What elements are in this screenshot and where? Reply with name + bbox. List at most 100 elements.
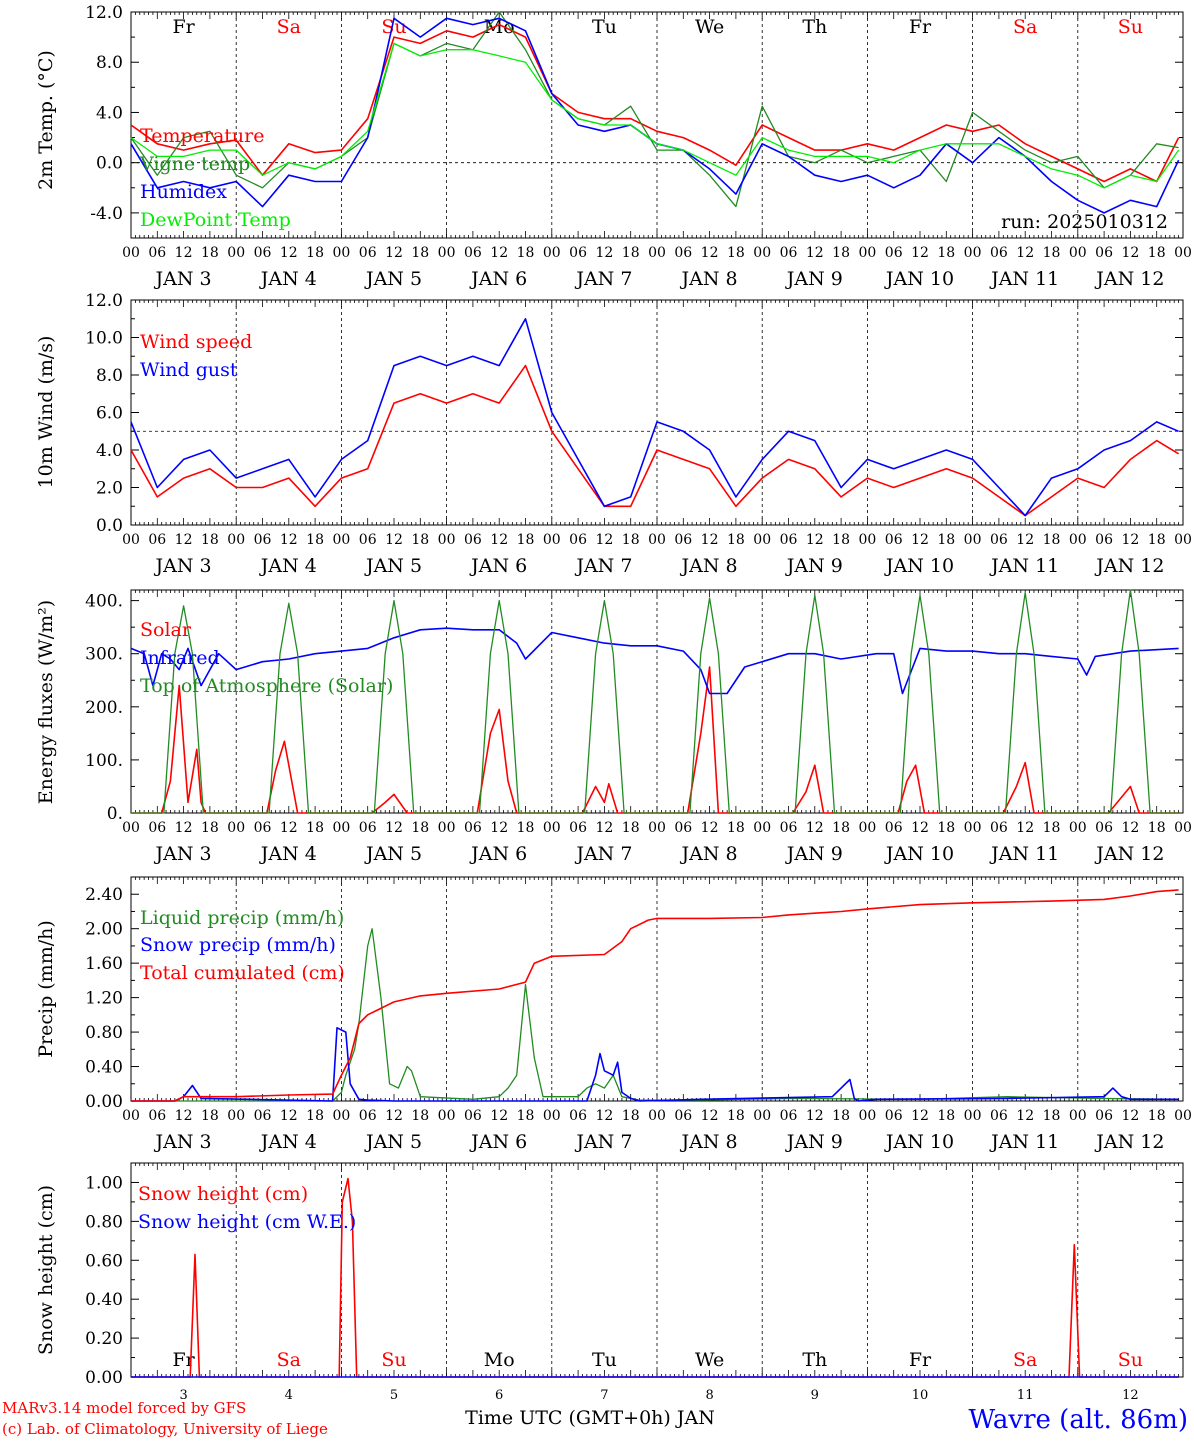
date-label: JAN 8: [680, 555, 738, 577]
day-of-week-label: We: [695, 16, 724, 38]
hour-tick-label: 00: [858, 532, 876, 548]
hour-tick-label: 06: [990, 245, 1008, 261]
hour-tick-label: 06: [990, 1108, 1008, 1124]
day-number-label: 10: [912, 1388, 929, 1403]
date-label: JAN 3: [154, 268, 212, 290]
y-axis-title: 10m Wind (m/s): [35, 336, 57, 489]
hour-tick-label: 00: [1174, 1108, 1192, 1124]
date-label: JAN 7: [574, 1131, 632, 1153]
hour-tick-label: 00: [438, 1108, 456, 1124]
hour-tick-label: 00: [753, 820, 771, 836]
y-tick-label: 12.0: [85, 3, 123, 23]
hour-tick-label: 06: [885, 1108, 903, 1124]
date-label: JAN 10: [884, 843, 954, 865]
hour-tick-label: 18: [1043, 820, 1061, 836]
hour-tick-label: 06: [464, 820, 482, 836]
y-tick-label: 8.0: [96, 366, 123, 386]
date-label: JAN 11: [989, 843, 1059, 865]
hour-tick-label: 12: [595, 245, 613, 261]
x-axis-title: Time UTC (GMT+0h) JAN: [465, 1407, 715, 1429]
y-tick-label: 0.80: [85, 1212, 123, 1232]
hour-tick-label: 06: [359, 820, 377, 836]
hour-tick-label: 18: [517, 1108, 535, 1124]
hour-tick-label: 12: [1016, 1108, 1034, 1124]
y-axis-title: 2m Temp. (°C): [35, 50, 57, 190]
hour-tick-label: 00: [543, 1108, 561, 1124]
y-tick-label: 0.20: [85, 1329, 123, 1349]
hour-tick-label: 06: [569, 1108, 587, 1124]
date-label: JAN 12: [1094, 555, 1164, 577]
hour-tick-label: 12: [385, 245, 403, 261]
y-tick-label: 0.80: [85, 1023, 123, 1043]
hour-tick-label: 06: [359, 245, 377, 261]
hour-tick-label: 18: [832, 245, 850, 261]
hour-tick-label: 12: [1016, 532, 1034, 548]
hour-tick-label: 00: [1174, 532, 1192, 548]
hour-tick-label: 12: [701, 820, 719, 836]
hour-tick-label: 12: [280, 1108, 298, 1124]
day-of-week-label: Tu: [592, 1349, 617, 1371]
hour-tick-label: 12: [1121, 1108, 1139, 1124]
y-axis-title: Precip (mm/h): [35, 920, 57, 1058]
hour-tick-label: 00: [543, 245, 561, 261]
hour-tick-label: 18: [517, 820, 535, 836]
model-credit: MARv3.14 model forced by GFS: [2, 1399, 246, 1417]
legend-entry: Snow height (cm): [138, 1183, 308, 1205]
hour-tick-label: 12: [595, 1108, 613, 1124]
hour-tick-label: 00: [648, 245, 666, 261]
hour-tick-label: 18: [201, 820, 219, 836]
y-tick-label: 0.40: [85, 1290, 123, 1310]
hour-tick-label: 06: [148, 1108, 166, 1124]
hour-tick-label: 12: [490, 820, 508, 836]
hour-tick-label: 18: [411, 245, 429, 261]
hour-tick-label: 12: [280, 820, 298, 836]
date-label: JAN 9: [785, 1131, 843, 1153]
hour-tick-label: 18: [622, 1108, 640, 1124]
hour-tick-label: 18: [201, 532, 219, 548]
day-number-label: 8: [705, 1388, 713, 1403]
series-line-humidex: [130, 17, 1180, 214]
hour-tick-label: 12: [385, 1108, 403, 1124]
hour-tick-label: 06: [1095, 1108, 1113, 1124]
hour-tick-label: 06: [1095, 532, 1113, 548]
hour-tick-label: 18: [411, 532, 429, 548]
hour-tick-label: 06: [780, 820, 798, 836]
hour-tick-label: 00: [858, 820, 876, 836]
day-of-week-label: We: [695, 1349, 724, 1371]
date-label: JAN 8: [680, 268, 738, 290]
hour-tick-label: 18: [517, 245, 535, 261]
hour-tick-label: 06: [885, 820, 903, 836]
day-number-label: 3: [179, 1388, 187, 1403]
panel-energy: 0. 100. 200. 300. 400. Energy fluxes (W/m²) 00…: [35, 589, 1192, 865]
hour-tick-label: 18: [1148, 532, 1166, 548]
y-tick-label: 1.00: [85, 1173, 123, 1193]
y-tick-label: 0.00: [85, 1368, 123, 1388]
y-tick-label: 0.60: [85, 1251, 123, 1271]
day-of-week-label: Fr: [909, 16, 932, 38]
hour-tick-label: 00: [648, 1108, 666, 1124]
hour-tick-label: 18: [832, 1108, 850, 1124]
date-label: JAN 6: [469, 1131, 527, 1153]
hour-tick-label: 18: [832, 820, 850, 836]
hour-tick-label: 12: [595, 820, 613, 836]
hour-tick-label: 18: [1148, 1108, 1166, 1124]
hour-tick-label: 06: [254, 1108, 272, 1124]
series-line-total-cumulated-cm-: [131, 889, 1179, 1102]
hour-tick-label: 00: [858, 1108, 876, 1124]
date-label: JAN 7: [574, 843, 632, 865]
date-label: JAN 4: [259, 843, 317, 865]
hour-tick-label: 00: [543, 532, 561, 548]
series-line-infrared: [130, 627, 1179, 695]
hour-tick-label: 06: [674, 532, 692, 548]
series-line-temperature: [130, 23, 1180, 183]
date-label: JAN 3: [154, 555, 212, 577]
y-tick-label: 0.40: [85, 1058, 123, 1078]
hour-tick-label: 00: [858, 245, 876, 261]
y-tick-label: 0.0: [96, 516, 123, 536]
hour-tick-label: 06: [464, 245, 482, 261]
hour-tick-label: 00: [332, 532, 350, 548]
hour-tick-label: 18: [1043, 532, 1061, 548]
day-of-week-label: Sa: [277, 1349, 301, 1371]
y-tick-label: 0.: [107, 804, 123, 824]
hour-tick-label: 00: [648, 532, 666, 548]
